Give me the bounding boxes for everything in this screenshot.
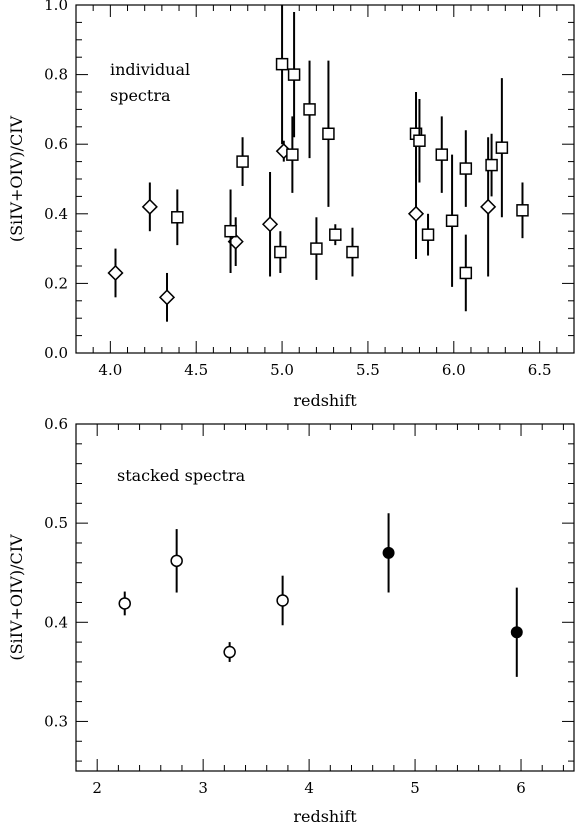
bottom-panel-point-open-circle xyxy=(170,554,183,568)
bottom-panel-ticks: 2 3 4 5 6 0.3 0.4 0.5 0.6 xyxy=(44,415,574,797)
top-panel-annotation: individual spectra xyxy=(110,60,190,105)
bottom-panel-y-axis-title: (SiIV+OIV)/CIV xyxy=(7,534,26,661)
top-panel-point-diamond xyxy=(480,198,497,215)
bottom-panel-marks xyxy=(118,513,523,677)
top-panel-x-tick-label: 6.5 xyxy=(528,361,552,379)
top-panel-frame xyxy=(75,4,575,354)
bottom-panel-point-open-circle xyxy=(276,594,289,607)
top-panel-point-square xyxy=(459,266,473,280)
bottom-panel-point-filled-circle xyxy=(382,546,395,559)
top-panel-point-diamond xyxy=(141,198,158,215)
bottom-panel-annotation: stacked spectra xyxy=(117,466,246,485)
bottom-panel-annotation-line: stacked spectra xyxy=(117,466,246,485)
top-panel-x-tick-label: 4.5 xyxy=(184,361,208,379)
top-panel-point-diamond xyxy=(407,205,425,222)
top-panel-x-tick-label: 5.5 xyxy=(356,361,380,379)
top-panel-point-diamond xyxy=(158,289,176,306)
bottom-panel-point-open-circle xyxy=(118,597,131,610)
top-panel-point-square xyxy=(485,158,498,172)
top-panel-point-square xyxy=(287,68,301,81)
top-panel-point-square xyxy=(329,228,342,241)
top-panel-point-square xyxy=(322,127,335,141)
bottom-panel-y-tick-label: 0.5 xyxy=(44,514,68,532)
top-panel-annotation-line: spectra xyxy=(110,86,171,105)
top-panel-x-tick-label: 6.0 xyxy=(442,361,466,379)
bottom-panel-frame xyxy=(75,423,575,772)
top-panel-ticks: 4.0 4.5 5.0 5.5 6.0 6.5 0.0 0.2 0.4 0.6 0.8 1.0 xyxy=(44,0,575,379)
bottom-panel: 2 3 4 5 6 0.3 0.4 0.5 0.6 stacked spectra redshi… xyxy=(7,415,575,826)
bottom-panel-y-tick-label: 0.4 xyxy=(44,613,68,631)
top-panel-point-square xyxy=(275,57,289,71)
top-panel-y-tick-label: 0.0 xyxy=(44,344,68,362)
top-panel-point-square xyxy=(236,155,249,168)
top-panel-point-square xyxy=(286,148,299,161)
top-panel-x-tick-label: 4.0 xyxy=(98,361,122,379)
top-panel-point-square xyxy=(413,134,426,147)
top-panel-point-square xyxy=(171,211,184,224)
top-panel-point-diamond xyxy=(261,216,279,233)
top-panel-point-square xyxy=(274,245,287,259)
bottom-panel-point-filled-circle xyxy=(510,626,523,639)
top-panel-point-square xyxy=(224,224,237,238)
bottom-panel-x-tick-label: 6 xyxy=(516,779,526,797)
bottom-panel-x-tick-label: 4 xyxy=(304,779,314,797)
bottom-panel-x-tick-label: 5 xyxy=(410,779,420,797)
top-panel-y-tick-label: 0.2 xyxy=(44,274,68,292)
top-panel-y-axis-title: (SiIV+OIV)/CIV xyxy=(7,115,26,242)
bottom-panel-x-tick-label: 2 xyxy=(92,779,102,797)
top-panel-point-square xyxy=(445,214,459,228)
top-panel-x-axis-title: redshift xyxy=(293,391,357,410)
top-panel-point-square xyxy=(346,245,359,259)
bottom-panel-y-tick-label: 0.6 xyxy=(44,415,68,433)
top-panel-point-square xyxy=(495,141,509,154)
top-panel-y-tick-label: 0.6 xyxy=(44,135,68,153)
top-panel-point-square xyxy=(435,148,449,161)
top-panel-point-square xyxy=(303,103,316,116)
top-panel-marks xyxy=(107,5,529,322)
bottom-panel-y-tick-label: 0.3 xyxy=(44,712,68,730)
top-panel: 4.0 4.5 5.0 5.5 6.0 6.5 0.0 0.2 0.4 0.6 0.8 1.0 ind… xyxy=(7,0,575,410)
top-panel-y-tick-label: 0.4 xyxy=(44,205,68,223)
top-panel-point-square xyxy=(459,162,473,175)
top-panel-point-square xyxy=(421,228,435,241)
top-panel-point-diamond xyxy=(107,264,124,282)
top-panel-y-tick-label: 0.8 xyxy=(44,66,68,84)
top-panel-point-square xyxy=(310,242,323,255)
top-panel-y-tick-label: 1.0 xyxy=(44,0,68,14)
top-panel-point-square xyxy=(516,204,529,217)
bottom-panel-point-open-circle xyxy=(223,645,236,659)
top-panel-x-tick-label: 5.0 xyxy=(270,361,294,379)
bottom-panel-x-tick-label: 3 xyxy=(198,779,208,797)
bottom-panel-x-axis-title: redshift xyxy=(293,807,357,826)
top-panel-annotation-line: individual xyxy=(110,60,190,79)
